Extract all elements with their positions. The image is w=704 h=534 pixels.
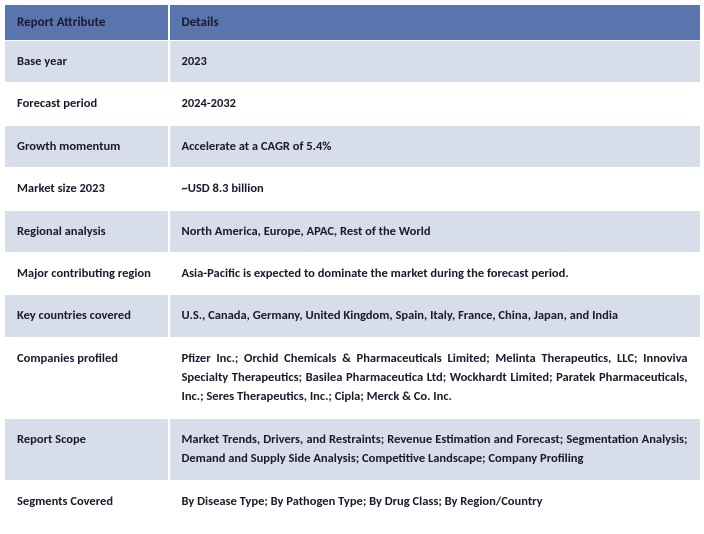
cell-detail: Asia-Pacific is expected to dominate the… bbox=[169, 252, 701, 294]
header-details: Details bbox=[169, 5, 701, 41]
cell-detail: Market Trends, Drivers, and Restraints; … bbox=[169, 418, 701, 480]
table-row: Forecast period 2024-2032 bbox=[5, 83, 701, 125]
header-attribute: Report Attribute bbox=[5, 5, 169, 41]
cell-detail: 2023 bbox=[169, 41, 701, 83]
table-body: Base year 2023 Forecast period 2024-2032… bbox=[5, 41, 701, 523]
cell-detail: Accelerate at a CAGR of 5.4% bbox=[169, 125, 701, 167]
cell-detail: Pfizer Inc.; Orchid Chemicals & Pharmace… bbox=[169, 337, 701, 418]
table-row: Key countries covered U.S., Canada, Germ… bbox=[5, 295, 701, 337]
table-row: Growth momentum Accelerate at a CAGR of … bbox=[5, 125, 701, 167]
cell-attr: Forecast period bbox=[5, 83, 169, 125]
table-row: Companies profiled Pfizer Inc.; Orchid C… bbox=[5, 337, 701, 418]
cell-attr: Base year bbox=[5, 41, 169, 83]
cell-attr: Major contributing region bbox=[5, 252, 169, 294]
cell-attr: Market size 2023 bbox=[5, 168, 169, 210]
cell-detail: 2024-2032 bbox=[169, 83, 701, 125]
cell-attr: Report Scope bbox=[5, 418, 169, 480]
table-row: Report Scope Market Trends, Drivers, and… bbox=[5, 418, 701, 480]
cell-attr: Companies profiled bbox=[5, 337, 169, 418]
cell-attr: Segments Covered bbox=[5, 480, 169, 522]
cell-detail: U.S., Canada, Germany, United Kingdom, S… bbox=[169, 295, 701, 337]
cell-detail: By Disease Type; By Pathogen Type; By Dr… bbox=[169, 480, 701, 522]
report-attribute-table: Report Attribute Details Base year 2023 … bbox=[4, 4, 702, 523]
cell-attr: Growth momentum bbox=[5, 125, 169, 167]
cell-attr: Key countries covered bbox=[5, 295, 169, 337]
table-row: Base year 2023 bbox=[5, 41, 701, 83]
cell-detail: ~USD 8.3 billion bbox=[169, 168, 701, 210]
table-row: Major contributing region Asia-Pacific i… bbox=[5, 252, 701, 294]
table-row: Segments Covered By Disease Type; By Pat… bbox=[5, 480, 701, 522]
cell-attr: Regional analysis bbox=[5, 210, 169, 252]
table-header-row: Report Attribute Details bbox=[5, 5, 701, 41]
table-row: Regional analysis North America, Europe,… bbox=[5, 210, 701, 252]
cell-detail: North America, Europe, APAC, Rest of the… bbox=[169, 210, 701, 252]
table-row: Market size 2023 ~USD 8.3 billion bbox=[5, 168, 701, 210]
